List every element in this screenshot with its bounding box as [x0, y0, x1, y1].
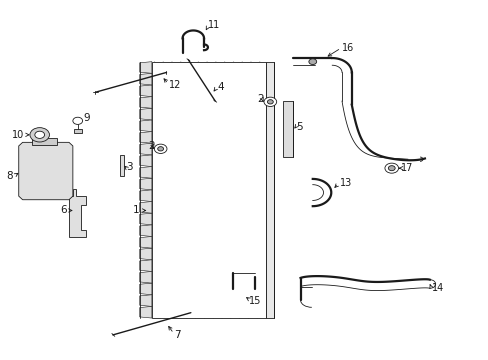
Bar: [152, 62, 266, 318]
Polygon shape: [140, 143, 152, 155]
Polygon shape: [140, 62, 152, 73]
Text: 3: 3: [126, 162, 133, 172]
Polygon shape: [140, 237, 152, 248]
Polygon shape: [140, 202, 152, 213]
Text: 2: 2: [148, 141, 155, 151]
Polygon shape: [140, 96, 152, 108]
Polygon shape: [140, 283, 152, 295]
Text: 7: 7: [173, 330, 180, 340]
Text: 5: 5: [296, 122, 303, 132]
Circle shape: [308, 59, 316, 64]
Bar: [266, 62, 273, 318]
Text: 15: 15: [249, 296, 261, 306]
Polygon shape: [140, 120, 152, 132]
Circle shape: [73, 117, 82, 125]
Text: 1: 1: [133, 206, 140, 216]
Text: 13: 13: [339, 178, 351, 188]
Polygon shape: [140, 248, 152, 260]
Bar: [120, 155, 124, 176]
Circle shape: [35, 131, 44, 138]
Text: 6: 6: [60, 206, 66, 216]
Text: 12: 12: [168, 80, 181, 90]
Polygon shape: [140, 306, 152, 318]
Text: 10: 10: [12, 130, 24, 140]
Text: 4: 4: [217, 82, 224, 92]
Polygon shape: [19, 142, 73, 200]
Text: 11: 11: [207, 20, 220, 30]
Polygon shape: [140, 155, 152, 167]
Text: 2: 2: [257, 94, 264, 104]
Circle shape: [267, 100, 273, 104]
Polygon shape: [140, 178, 152, 190]
Circle shape: [264, 97, 276, 107]
Text: 14: 14: [431, 283, 444, 293]
Polygon shape: [140, 108, 152, 120]
Text: 9: 9: [83, 113, 90, 123]
Polygon shape: [140, 213, 152, 225]
Polygon shape: [140, 271, 152, 283]
Polygon shape: [140, 190, 152, 202]
Bar: [74, 129, 81, 133]
Circle shape: [154, 144, 166, 153]
Polygon shape: [140, 260, 152, 271]
Polygon shape: [140, 167, 152, 178]
Polygon shape: [140, 73, 152, 85]
Polygon shape: [140, 295, 152, 306]
Polygon shape: [140, 132, 152, 143]
Polygon shape: [69, 189, 86, 237]
Text: 8: 8: [6, 171, 13, 181]
Circle shape: [30, 128, 49, 142]
Circle shape: [384, 163, 398, 173]
Bar: [152, 62, 266, 318]
Text: 16: 16: [341, 43, 353, 53]
Bar: [152, 62, 266, 318]
Polygon shape: [140, 85, 152, 96]
Polygon shape: [140, 225, 152, 237]
Bar: [32, 138, 57, 145]
Circle shape: [158, 147, 163, 151]
Circle shape: [387, 166, 394, 171]
Text: 17: 17: [400, 163, 412, 173]
Bar: [282, 101, 293, 157]
